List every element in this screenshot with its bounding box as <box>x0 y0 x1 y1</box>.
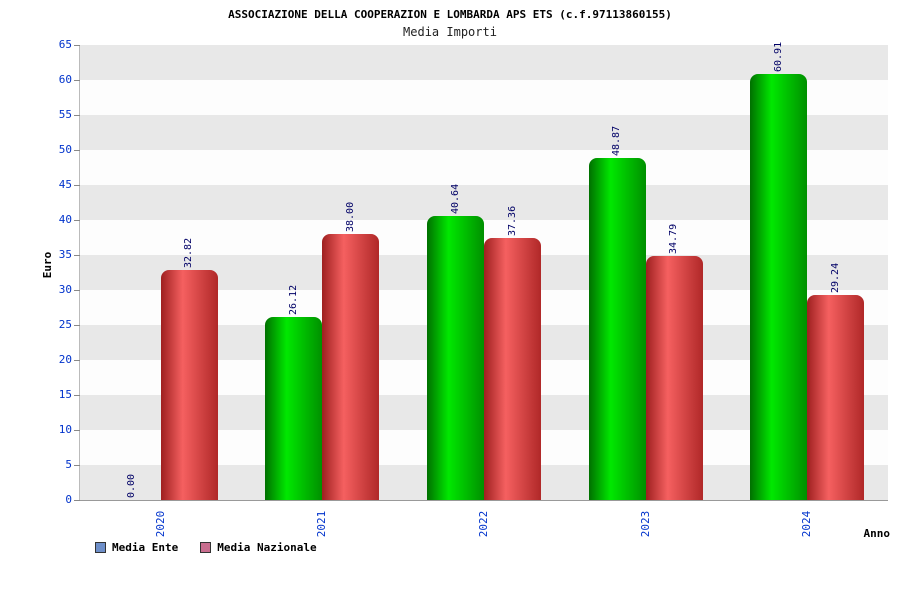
bar-media-nazionale <box>322 234 380 500</box>
bar-media-ente <box>265 317 323 500</box>
bar-media-ente <box>427 215 484 500</box>
y-axis-line <box>79 45 80 501</box>
y-tick-label: 20 <box>58 353 72 366</box>
y-tick-label: 5 <box>65 458 72 471</box>
chart-subtitle: Media Importi <box>403 25 497 39</box>
x-tick-label: 2023 <box>638 510 652 538</box>
bar-media-nazionale <box>645 256 703 500</box>
y-tick-label: 50 <box>58 143 72 156</box>
x-axis-title: Anno <box>863 527 891 540</box>
legend-swatch-media-nazionale <box>200 542 212 553</box>
y-tick-mark <box>74 150 80 151</box>
y-tick-mark <box>74 255 80 256</box>
y-tick-mark <box>74 360 80 361</box>
legend: Media Ente Media Nazionale <box>95 541 339 554</box>
bar-value-label: 37.36 <box>506 206 518 237</box>
y-tick-label: 40 <box>58 213 72 226</box>
y-tick-label: 10 <box>58 423 72 436</box>
bar-media-nazionale <box>807 295 865 500</box>
x-axis-line <box>80 500 888 501</box>
bar-value-label: 32.82 <box>183 238 195 269</box>
bar-value-label: 29.24 <box>829 263 841 294</box>
bar-media-ente <box>750 73 808 500</box>
y-tick-mark <box>74 430 80 431</box>
y-tick-mark <box>74 115 80 116</box>
legend-label-media-nazionale: Media Nazionale <box>217 541 317 554</box>
chart-title: ASSOCIAZIONE DELLA COOPERAZION E LOMBARD… <box>228 8 672 21</box>
y-tick-mark <box>74 395 80 396</box>
bar-value-label: 48.87 <box>611 125 623 156</box>
y-tick-label: 0 <box>65 493 72 506</box>
bar-value-label: 40.64 <box>449 183 461 214</box>
y-tick-mark <box>74 290 80 291</box>
y-tick-label: 35 <box>58 248 72 261</box>
x-tick-label: 2024 <box>800 510 814 538</box>
bar-value-label: 60.91 <box>772 41 784 72</box>
y-tick-label: 30 <box>58 283 72 296</box>
y-tick-mark <box>74 500 80 501</box>
y-tick-mark <box>74 325 80 326</box>
y-tick-mark <box>74 185 80 186</box>
y-tick-mark <box>74 80 80 81</box>
x-tick-label: 2020 <box>153 510 167 538</box>
bar-value-label: 38.00 <box>344 201 356 232</box>
y-tick-mark <box>74 465 80 466</box>
x-tick-label: 2022 <box>477 510 490 538</box>
bar-value-label: 0.00 <box>126 473 138 498</box>
y-tick-label: 55 <box>58 108 72 121</box>
bar-value-label: 26.12 <box>287 285 299 316</box>
bar-media-nazionale <box>160 270 218 500</box>
legend-swatch-media-ente <box>95 542 106 553</box>
bar-media-nazionale <box>484 238 541 500</box>
y-tick-label: 65 <box>58 38 72 51</box>
x-tick-label: 2021 <box>315 510 329 538</box>
y-tick-label: 60 <box>58 73 72 86</box>
bar-value-label: 34.79 <box>668 224 680 255</box>
y-tick-mark <box>74 220 80 221</box>
y-tick-mark <box>74 45 80 46</box>
y-tick-label: 15 <box>58 388 72 401</box>
legend-label-media-ente: Media Ente <box>112 541 179 554</box>
y-tick-label: 25 <box>58 318 72 331</box>
bar-media-ente <box>588 157 646 500</box>
y-tick-label: 45 <box>58 178 72 191</box>
